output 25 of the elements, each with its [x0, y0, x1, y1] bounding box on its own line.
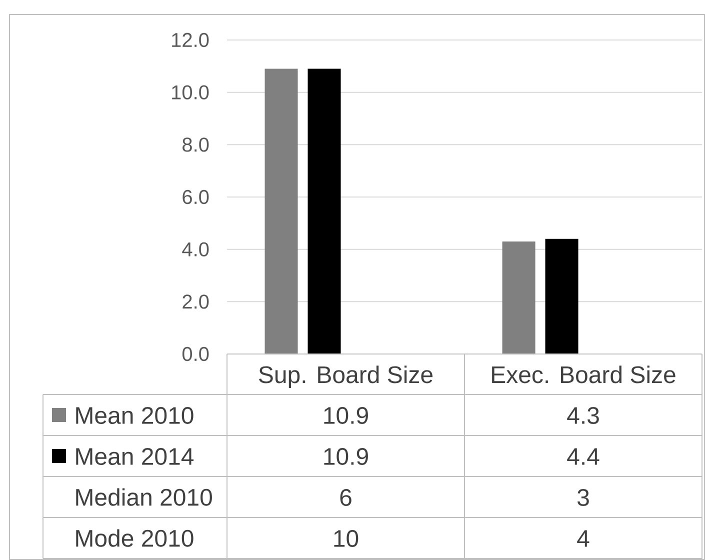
- data-label: 4.4: [567, 448, 600, 465]
- x-tick-label: Exec. Board Size: [492, 366, 676, 384]
- y-tick-label: 4.0: [182, 242, 209, 256]
- data-label: 6: [340, 488, 352, 506]
- data-label: 10.9: [324, 406, 368, 424]
- y-tick-label: 8.0: [182, 138, 209, 152]
- bar: [308, 68, 341, 354]
- y-tick-label: 12.0: [172, 32, 209, 48]
- y-tick-label: Median 2010: [76, 488, 212, 506]
- y-tick-label: Mode 2010: [76, 529, 194, 547]
- bar: [545, 238, 578, 354]
- data-label: 10.9: [324, 448, 368, 465]
- y-tick-label: 0.0: [182, 346, 209, 362]
- data-label: 4: [577, 530, 590, 547]
- y-tick-label: 10.0: [172, 85, 209, 100]
- data-label: 4.3: [567, 406, 599, 424]
- legend-label: Mean 2010: [76, 406, 194, 424]
- bar: [502, 241, 536, 354]
- x-tick-label: Sup. Board Size: [259, 366, 432, 388]
- bar: [264, 68, 298, 354]
- y-tick-label: 2.0: [182, 294, 209, 309]
- data-label: 3: [578, 488, 589, 506]
- legend-label: Mean 2014: [76, 448, 194, 465]
- y-tick-label: 6.0: [182, 190, 209, 204]
- data-label: 10: [334, 530, 358, 547]
